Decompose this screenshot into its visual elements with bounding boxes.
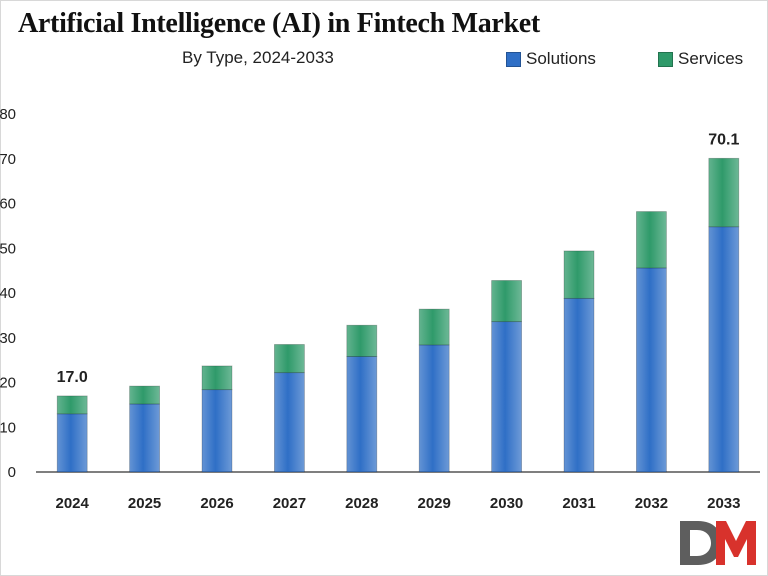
- x-tick-label: 2027: [273, 495, 306, 512]
- bar-services-2032: [636, 211, 667, 269]
- data-label-2033: 70.1: [708, 131, 739, 148]
- x-tick-label: 2032: [635, 495, 668, 512]
- bar-services-2024: [56, 395, 88, 415]
- chart-title: Artificial Intelligence (AI) in Fintech …: [18, 8, 540, 39]
- legend-swatch-services: [658, 51, 673, 67]
- bar-services-2030: [491, 280, 523, 323]
- x-tick-label: 2030: [490, 495, 523, 512]
- y-tick-label: 0: [8, 464, 16, 481]
- y-tick-label: 50: [0, 240, 16, 257]
- x-tick-label: 2024: [56, 495, 90, 512]
- bar-solutions-2031: [563, 297, 595, 473]
- y-tick-label: 30: [0, 330, 16, 347]
- bar-solutions-2033: [708, 226, 740, 473]
- bar-solutions-2030: [491, 321, 523, 473]
- x-tick-label: 2028: [345, 495, 378, 512]
- bar-services-2033: [708, 157, 740, 228]
- legend-label-services: Services: [678, 49, 744, 68]
- y-tick-label: 80: [0, 106, 16, 123]
- legend-swatch-solutions: [506, 51, 521, 67]
- chart-subtitle: By Type, 2024-2033: [182, 48, 334, 67]
- legend-item-solutions: Solutions: [506, 49, 596, 69]
- x-tick-label: 2025: [128, 495, 161, 512]
- bar-services-2029: [418, 308, 450, 346]
- bar-solutions-2025: [129, 403, 161, 473]
- bar-solutions-2028: [346, 356, 378, 473]
- bar-solutions-2027: [273, 372, 305, 473]
- x-tick-label: 2033: [707, 495, 740, 512]
- y-tick-label: 60: [0, 196, 16, 213]
- legend-item-services: Services: [658, 49, 743, 69]
- x-tick-label: 2029: [418, 495, 451, 512]
- bar-solutions-2029: [418, 344, 450, 473]
- bar-services-2025: [129, 385, 161, 405]
- y-tick-label: 10: [0, 419, 16, 436]
- y-tick-label: 40: [0, 285, 16, 302]
- y-tick-label: 70: [0, 151, 16, 168]
- x-tick-label: 2026: [200, 495, 233, 512]
- bar-services-2028: [346, 324, 378, 357]
- legend-label-solutions: Solutions: [526, 49, 596, 68]
- bar-solutions-2024: [56, 413, 88, 473]
- dm-logo: [680, 521, 756, 565]
- data-label-2024: 17.0: [57, 369, 88, 386]
- bar-solutions-2032: [636, 267, 667, 473]
- bar-services-2026: [201, 365, 233, 391]
- x-tick-label: 2031: [562, 495, 595, 512]
- bar-services-2031: [563, 250, 595, 299]
- bar-solutions-2026: [201, 389, 233, 473]
- bar-services-2027: [273, 344, 305, 374]
- y-tick-label: 20: [0, 375, 16, 392]
